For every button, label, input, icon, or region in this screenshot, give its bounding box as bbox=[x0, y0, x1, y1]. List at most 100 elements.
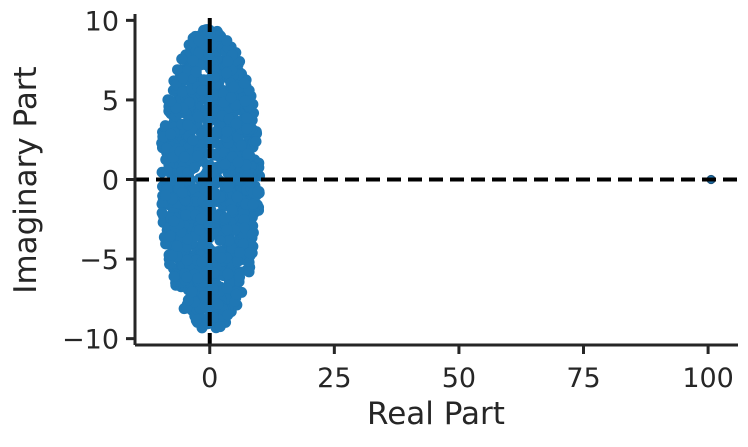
scatter-point bbox=[225, 92, 237, 104]
scatter-point bbox=[238, 222, 250, 234]
scatter-point bbox=[166, 249, 178, 261]
scatter-point bbox=[252, 186, 264, 198]
x-tick-label: 0 bbox=[201, 363, 218, 394]
scatter-point bbox=[214, 321, 226, 333]
scatter-point bbox=[164, 258, 176, 270]
scatter-point bbox=[212, 126, 224, 138]
scatter-point bbox=[215, 252, 227, 264]
scatter-point bbox=[182, 119, 194, 131]
scatter-point bbox=[198, 74, 210, 86]
scatter-point bbox=[190, 66, 202, 78]
scatter-point bbox=[195, 128, 207, 140]
scatter-point bbox=[222, 268, 234, 280]
points-layer bbox=[156, 24, 716, 334]
scatter-point bbox=[230, 288, 242, 300]
scatter-point bbox=[209, 148, 221, 160]
reference-lines bbox=[135, 18, 738, 345]
scatter-point bbox=[219, 158, 231, 170]
scatter-point bbox=[208, 71, 220, 83]
scatter-point bbox=[156, 198, 168, 210]
scatter-point bbox=[187, 135, 199, 147]
scatter-point bbox=[241, 112, 253, 124]
scatter-point bbox=[170, 79, 182, 91]
scatter-point bbox=[226, 204, 238, 216]
scatter-point bbox=[239, 95, 251, 107]
scatter-point bbox=[250, 136, 262, 148]
scatter-point bbox=[246, 228, 258, 240]
scatter-point bbox=[212, 298, 224, 310]
scatter-point bbox=[176, 187, 188, 199]
scatter-point bbox=[241, 123, 253, 135]
scatter-point bbox=[247, 220, 259, 232]
x-tick-label: 75 bbox=[566, 363, 600, 394]
scatter-point bbox=[222, 309, 234, 321]
scatter-point bbox=[242, 148, 254, 160]
scatter-point bbox=[243, 266, 255, 278]
scatter-point bbox=[198, 290, 210, 302]
scatter-point bbox=[165, 95, 177, 107]
scatter-point bbox=[203, 218, 215, 230]
scatter-point bbox=[192, 150, 204, 162]
scatter-point bbox=[238, 214, 250, 226]
scatter-point bbox=[168, 271, 180, 283]
y-tick-label: 0 bbox=[102, 166, 119, 197]
scatter-point bbox=[221, 283, 233, 294]
scatter-point bbox=[234, 247, 246, 258]
scatter-point bbox=[243, 256, 255, 268]
scatter-point bbox=[192, 272, 204, 284]
scatter-point bbox=[187, 55, 199, 67]
scatter-point bbox=[193, 47, 205, 59]
scatter-point bbox=[161, 165, 173, 177]
scatter-point bbox=[203, 48, 215, 60]
scatter-point bbox=[181, 254, 193, 266]
scatter-point bbox=[235, 139, 247, 151]
y-tick-label: −10 bbox=[62, 325, 119, 356]
scatter-point bbox=[196, 256, 208, 268]
scatter-point bbox=[232, 156, 244, 168]
y-axis-label: Imaginary Part bbox=[8, 66, 44, 293]
scatter-point bbox=[194, 224, 206, 236]
scatter-point bbox=[234, 271, 246, 283]
scatter-point bbox=[223, 235, 235, 247]
scatter-point bbox=[196, 84, 208, 96]
scatter-point bbox=[233, 173, 245, 185]
scatter-point bbox=[165, 128, 177, 140]
scatter-point bbox=[228, 81, 240, 93]
scatter-point bbox=[237, 238, 249, 250]
scatter-point bbox=[177, 72, 189, 84]
y-tick-label: −5 bbox=[79, 245, 119, 276]
scatter-point bbox=[180, 209, 192, 221]
scatter-point bbox=[164, 230, 176, 242]
scatter-point bbox=[168, 215, 180, 227]
scatter-point bbox=[181, 271, 193, 283]
scatter-point bbox=[209, 188, 221, 200]
scatter-point bbox=[189, 162, 201, 174]
scatter-point bbox=[231, 191, 243, 203]
scatter-point bbox=[232, 255, 243, 267]
axes: 0 25 50 75 100 −10 −5 0 5 10 bbox=[62, 6, 738, 394]
scatter-point bbox=[222, 55, 234, 67]
y-tick-label: 5 bbox=[102, 86, 119, 117]
scatter-point bbox=[179, 151, 191, 163]
scatter-point bbox=[230, 118, 242, 130]
scatter-point bbox=[159, 120, 171, 132]
scatter-point bbox=[195, 213, 207, 225]
scatter-point bbox=[172, 64, 184, 76]
scatter-point bbox=[214, 234, 226, 246]
scatter-point bbox=[221, 126, 233, 138]
scatter-point bbox=[244, 247, 256, 259]
scatter-point bbox=[196, 238, 208, 250]
scatter-point bbox=[222, 181, 234, 193]
scatter-point bbox=[200, 302, 212, 314]
scatter-point bbox=[156, 207, 168, 219]
scatter-point bbox=[182, 294, 194, 306]
scatter-point bbox=[221, 224, 233, 236]
x-tick-label: 50 bbox=[442, 363, 476, 394]
scatter-point bbox=[160, 189, 172, 201]
scatter-point bbox=[176, 53, 188, 65]
scatter-point bbox=[181, 302, 193, 314]
scatter-point bbox=[176, 86, 188, 98]
scatter-point bbox=[192, 111, 204, 123]
